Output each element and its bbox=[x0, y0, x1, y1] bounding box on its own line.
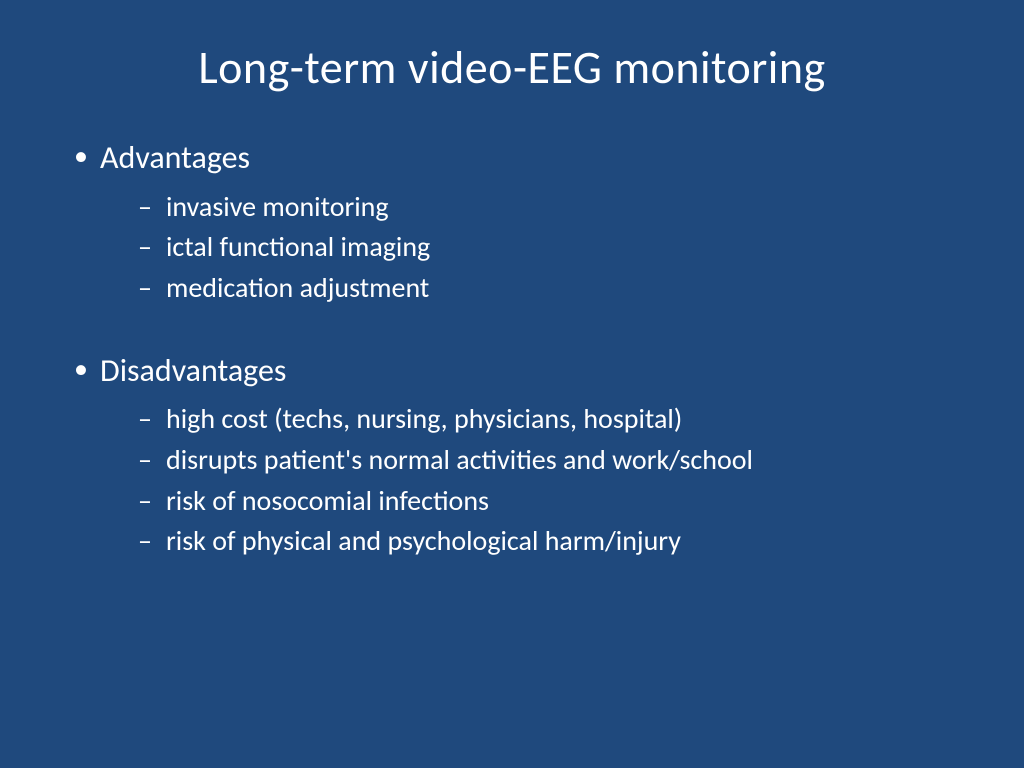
section-advantages: Advantages invasive monitoring ictal fun… bbox=[70, 136, 964, 309]
slide-title: Long-term video-EEG monitoring bbox=[60, 40, 964, 96]
list-item: high cost (techs, nursing, physicians, h… bbox=[138, 399, 964, 440]
list-item: disrupts patient's normal activities and… bbox=[138, 440, 964, 481]
section-heading-advantages: Advantages bbox=[70, 136, 964, 181]
slide-content: Advantages invasive monitoring ictal fun… bbox=[60, 136, 964, 562]
list-item: invasive monitoring bbox=[138, 187, 964, 228]
list-item: medication adjustment bbox=[138, 268, 964, 309]
section-heading-disadvantages: Disadvantages bbox=[70, 349, 964, 394]
list-item: risk of nosocomial infections bbox=[138, 481, 964, 522]
section-disadvantages: Disadvantages high cost (techs, nursing,… bbox=[70, 349, 964, 562]
disadvantages-list: high cost (techs, nursing, physicians, h… bbox=[70, 399, 964, 561]
list-item: ictal functional imaging bbox=[138, 227, 964, 268]
list-item: risk of physical and psychological harm/… bbox=[138, 521, 964, 562]
advantages-list: invasive monitoring ictal functional ima… bbox=[70, 187, 964, 309]
